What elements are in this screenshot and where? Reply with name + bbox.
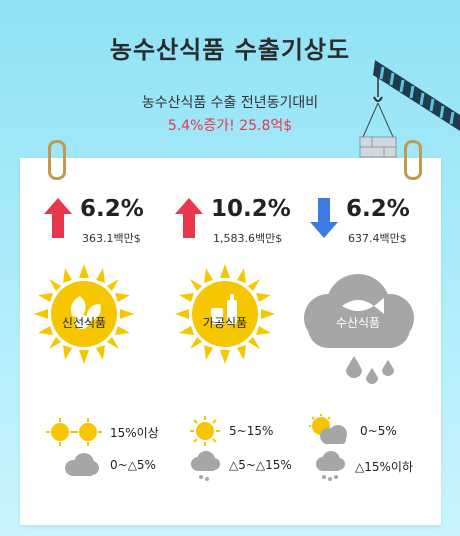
page-title: 농수산식품 수출기상도 bbox=[109, 36, 351, 64]
category-label: 가공식품 bbox=[202, 316, 248, 330]
heavy-rain-cloud-icon bbox=[316, 451, 345, 481]
vegetables-icon bbox=[71, 296, 101, 329]
rain-cloud-icon bbox=[304, 274, 414, 384]
rain-cloud-icon bbox=[191, 451, 220, 481]
sun-cloud-icon bbox=[309, 414, 347, 444]
sun-icon bbox=[175, 264, 275, 364]
stat-amount: 1,583.6백만$ bbox=[213, 232, 283, 245]
legend-label: △5~△15% bbox=[229, 458, 292, 472]
subtitle: 농수산식품 수출 전년동기대비 bbox=[141, 95, 319, 111]
legend-label: △15%이하 bbox=[355, 460, 413, 474]
growth-highlight: 5.4%증가! 25.8억$ bbox=[167, 118, 293, 134]
up-arrow-icon bbox=[44, 198, 72, 238]
processed-food-icon bbox=[211, 294, 237, 324]
board-ring-right bbox=[404, 140, 422, 180]
stat-percent: 6.2% bbox=[346, 196, 410, 222]
sun-icon bbox=[190, 416, 220, 446]
stat-amount: 363.1백만$ bbox=[82, 232, 141, 245]
stat-percent: 10.2% bbox=[211, 196, 291, 222]
legend-label: 5~15% bbox=[229, 424, 274, 438]
stat-amount: 637.4백만$ bbox=[348, 232, 407, 245]
crane-icon bbox=[359, 60, 460, 168]
cloud-icon bbox=[65, 453, 99, 476]
category-label: 수산식품 bbox=[335, 316, 381, 330]
fish-icon bbox=[342, 298, 384, 314]
board-ring-left bbox=[48, 140, 66, 180]
two-suns-icon bbox=[46, 418, 102, 446]
legend-label: 0~△5% bbox=[110, 458, 156, 472]
up-arrow-icon bbox=[175, 198, 203, 238]
down-arrow-icon bbox=[310, 198, 338, 238]
sun-icon bbox=[34, 264, 134, 364]
stat-percent: 6.2% bbox=[80, 196, 144, 222]
legend-label: 0~5% bbox=[360, 424, 397, 438]
legend-label: 15%이상 bbox=[110, 426, 159, 440]
category-label: 신선식품 bbox=[61, 316, 107, 330]
